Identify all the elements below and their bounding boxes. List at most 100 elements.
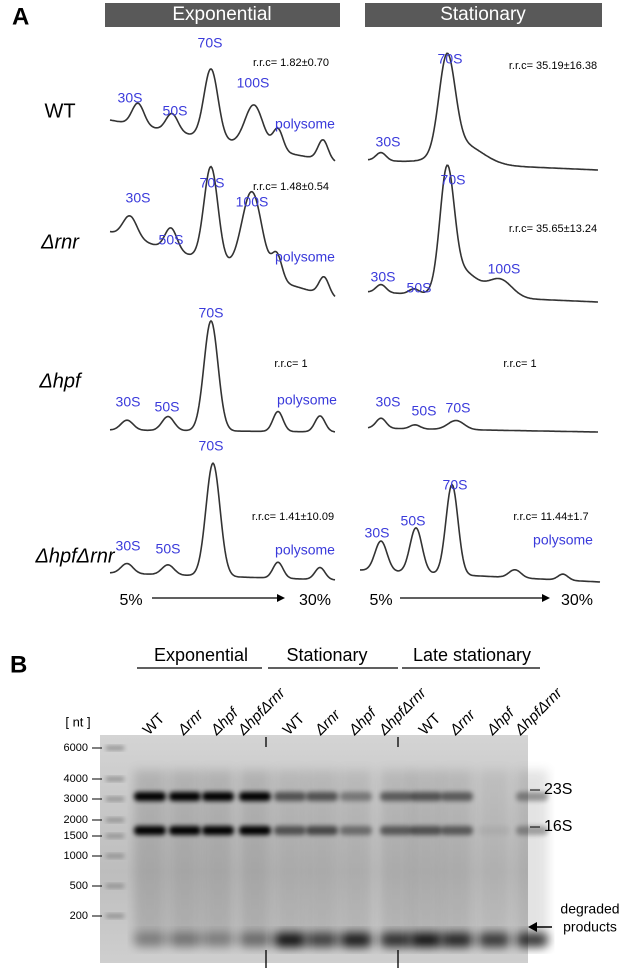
peak-label: polysome <box>275 116 335 132</box>
strain-label: Δhpf <box>38 370 83 392</box>
ladder-band <box>106 834 124 838</box>
band-23s <box>516 792 548 801</box>
peak-label: 50S <box>401 513 426 529</box>
lane-label: Δhpf <box>483 703 519 739</box>
band-23s <box>134 792 166 801</box>
ladder-label: 6000 <box>64 742 88 754</box>
ladder-label: 1500 <box>64 830 88 842</box>
peak-label: 30S <box>116 394 141 410</box>
lane-label: Δhpf <box>345 703 381 739</box>
ladder-band <box>106 746 124 750</box>
band-16s <box>202 826 234 835</box>
peak-label: 100S <box>236 194 269 210</box>
peak-label: 50S <box>155 399 180 415</box>
band-16s <box>306 826 338 835</box>
rrc-value: r.r.c= 1.82±0.70 <box>253 57 329 69</box>
ladder-label: 4000 <box>64 773 88 785</box>
band-23s <box>202 792 234 801</box>
degraded-band <box>478 933 510 947</box>
band-16s <box>274 826 306 835</box>
gradient-low: 5% <box>119 592 142 609</box>
degraded-band <box>169 933 201 947</box>
lane-smear <box>478 770 510 940</box>
degraded-band <box>410 933 442 947</box>
band-16s <box>516 826 548 835</box>
band-23s <box>380 792 412 801</box>
peak-label: 30S <box>118 90 143 106</box>
band-label: 16S <box>544 818 572 835</box>
peak-label: 50S <box>407 280 432 296</box>
degraded-band <box>516 933 548 947</box>
band-16s <box>380 826 412 835</box>
lane-label: ΔhpfΔrnr <box>234 684 289 739</box>
lane-label: WT <box>280 710 309 739</box>
rrc-value: r.r.c= 35.65±13.24 <box>509 223 597 235</box>
panel-label: B <box>10 651 27 678</box>
band-23s <box>410 792 442 801</box>
peak-label: 30S <box>376 134 401 150</box>
peak-label: 50S <box>159 232 184 248</box>
peak-label: 70S <box>199 438 224 454</box>
lane-label: Δhpf <box>207 703 243 739</box>
band-16s <box>478 826 510 835</box>
band-23s <box>306 792 338 801</box>
band-23s <box>274 792 306 801</box>
lane-label: Δrnr <box>311 706 345 740</box>
lane-label: Δrnr <box>446 706 480 740</box>
peak-label: 50S <box>412 403 437 419</box>
peak-label: 30S <box>376 394 401 410</box>
band-label: 23S <box>544 781 572 798</box>
peak-label: 70S <box>198 35 223 51</box>
ladder-label: 1000 <box>64 850 88 862</box>
group-header: Exponential <box>154 645 248 665</box>
sedimentation-profile <box>367 164 598 303</box>
ladder-label: 200 <box>70 910 88 922</box>
peak-label: 70S <box>446 400 471 416</box>
arrow-head <box>528 922 537 932</box>
rrc-value: r.r.c= 1.41±10.09 <box>252 511 334 523</box>
sedimentation-profile <box>367 417 598 433</box>
peak-label: 50S <box>163 103 188 119</box>
band-16s <box>134 826 166 835</box>
sedimentation-profile <box>360 483 601 583</box>
band-16s <box>410 826 442 835</box>
sedimentation-profile <box>109 319 336 433</box>
band-16s <box>340 826 372 835</box>
ladder-label: 3000 <box>64 793 88 805</box>
degraded-label: degraded <box>560 901 619 917</box>
ladder-band <box>106 777 124 781</box>
peak-label: 70S <box>200 175 225 191</box>
band-23s <box>239 792 271 801</box>
rrc-value: r.r.c= 1.48±0.54 <box>253 181 329 193</box>
peak-label: 70S <box>199 305 224 321</box>
header-box <box>105 3 340 27</box>
strain-label: Δrnr <box>40 231 80 253</box>
degraded-band <box>202 933 234 947</box>
column-header: Exponential <box>172 4 271 25</box>
lane-label: WT <box>140 710 169 739</box>
degraded-band <box>134 933 166 947</box>
degraded-band <box>380 933 412 947</box>
group-header: Stationary <box>286 645 367 665</box>
peak-label: polysome <box>275 542 335 558</box>
peak-label: 100S <box>488 261 521 277</box>
rrc-value: r.r.c= 1 <box>274 358 307 370</box>
ladder-band <box>106 797 124 801</box>
peak-label: 30S <box>116 538 141 554</box>
column-header: Stationary <box>440 4 526 25</box>
lane-label: Δrnr <box>174 706 208 740</box>
ladder-label: 500 <box>70 880 88 892</box>
peak-label: 100S <box>237 75 270 91</box>
peak-label: 50S <box>156 541 181 557</box>
gradient-high: 30% <box>299 592 331 609</box>
degraded-band <box>239 933 271 947</box>
band-23s <box>340 792 372 801</box>
size-unit: [ nt ] <box>65 714 90 729</box>
band-16s <box>169 826 201 835</box>
sedimentation-profile <box>367 52 598 171</box>
strain-label: ΔhpfΔrnr <box>34 545 115 567</box>
ladder-label: 2000 <box>64 814 88 826</box>
degraded-band <box>441 933 473 947</box>
group-header: Late stationary <box>413 645 531 665</box>
ladder-band <box>106 818 124 822</box>
